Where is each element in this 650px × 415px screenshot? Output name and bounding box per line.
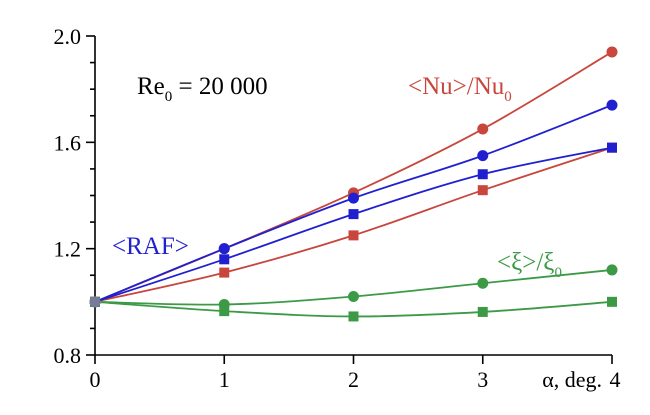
reynolds-annotation: Re0 = 20 000 [137, 73, 268, 105]
y-tick-label: 1.6 [54, 130, 82, 155]
series-1 [90, 142, 617, 307]
x-tick-label: 2 [348, 367, 359, 392]
x-axis-label: α, deg. [542, 367, 602, 392]
data-point-circle [348, 291, 359, 303]
axes: 0.8 1.2 1.6 2.0 0 1 2 3 4 α, deg. [54, 24, 621, 392]
x-tick-label: 3 [477, 367, 488, 392]
data-point-circle [477, 277, 489, 289]
data-point-square [219, 267, 230, 278]
x-tick-label: 1 [219, 367, 230, 392]
data-point-circle [606, 99, 618, 111]
data-point-circle [606, 46, 618, 58]
y-tick-label: 2.0 [54, 24, 82, 49]
data-point-square [607, 142, 617, 153]
raf-annotation: <RAF> [112, 233, 189, 260]
data-point-circle [477, 123, 489, 135]
y-ticks: 0.8 1.2 1.6 2.0 [54, 24, 95, 368]
data-point-circle [348, 192, 359, 204]
data-point-square [477, 185, 488, 196]
x-tick-label: 0 [90, 367, 101, 392]
data-point-square [607, 296, 617, 307]
data-point-square [477, 306, 488, 317]
series-2 [89, 99, 618, 308]
y-tick-label: 0.8 [54, 343, 82, 368]
data-point-square [477, 169, 488, 180]
series-layer [89, 46, 618, 322]
xi-annotation: <ξ>/ξ0 [497, 249, 562, 281]
data-point-square [219, 306, 230, 317]
data-point-square [348, 230, 359, 241]
data-point-square [219, 254, 230, 265]
data-point-circle [477, 150, 489, 162]
y-tick-label: 1.2 [54, 237, 82, 262]
x-ticks: 0 1 2 3 4 α, deg. [90, 355, 621, 392]
data-point-circle [606, 264, 618, 276]
data-point-square [348, 311, 359, 322]
origin-point [89, 296, 101, 308]
data-point-square [348, 209, 359, 220]
series-3 [90, 142, 617, 307]
x-tick-label: 4 [610, 367, 621, 392]
data-point-circle [218, 243, 230, 255]
nu-annotation: <Nu>/Nu0 [408, 73, 512, 105]
annotations: Re0 = 20 000 <Nu>/Nu0 <RAF> <ξ>/ξ0 [112, 73, 562, 281]
